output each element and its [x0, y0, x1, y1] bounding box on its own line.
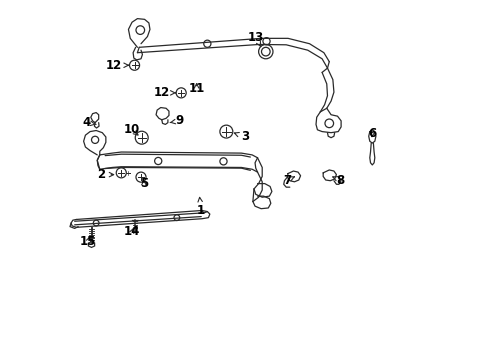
Text: 1: 1: [197, 197, 205, 217]
Text: 4: 4: [82, 116, 96, 129]
Text: 9: 9: [170, 114, 184, 127]
Text: 13: 13: [247, 31, 264, 47]
Text: 12: 12: [154, 86, 175, 99]
Text: 2: 2: [98, 168, 114, 181]
Text: 6: 6: [368, 127, 376, 140]
Text: 8: 8: [333, 174, 344, 186]
Text: 10: 10: [124, 123, 140, 136]
Text: 14: 14: [124, 225, 140, 238]
Text: 15: 15: [80, 235, 97, 248]
Text: 3: 3: [234, 130, 249, 144]
Text: 11: 11: [189, 82, 205, 95]
Text: 12: 12: [106, 59, 128, 72]
Text: 7: 7: [283, 174, 294, 186]
Text: 5: 5: [140, 177, 148, 190]
